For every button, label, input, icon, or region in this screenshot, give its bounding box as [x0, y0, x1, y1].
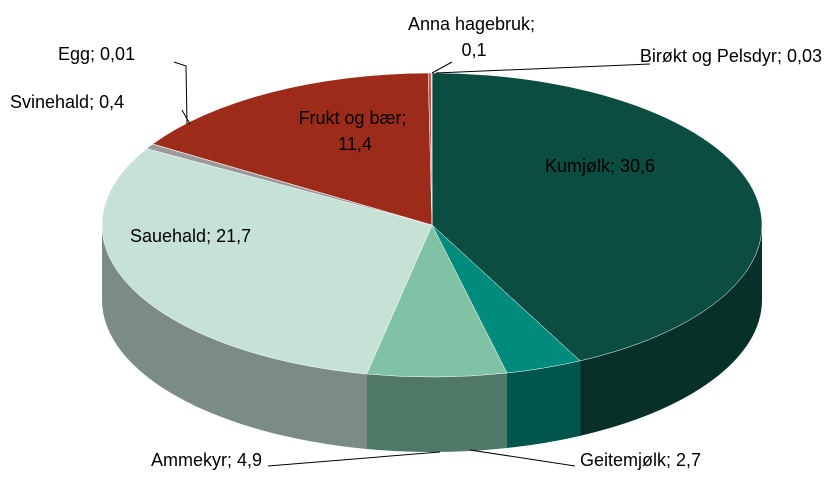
- label-separator: ;: [530, 14, 540, 34]
- label-value: 30,6: [620, 156, 655, 176]
- leader-line: [469, 449, 576, 467]
- label-category: Anna hagebruk: [408, 14, 531, 34]
- slice: [101, 148, 433, 375]
- label-category: Ammekyr: [151, 450, 227, 470]
- label-value: 0,03: [787, 46, 822, 66]
- slice: [430, 72, 433, 226]
- data-label: Birøkt og Pelsdyr; 0,03: [640, 46, 822, 66]
- label-category: Egg: [58, 44, 90, 64]
- label-separator: ;: [90, 44, 100, 64]
- label-category: Sauehald: [130, 226, 206, 246]
- label-separator: ;: [227, 450, 237, 470]
- label-separator: ;: [610, 156, 620, 176]
- slice: [152, 72, 433, 226]
- slice-side: [102, 225, 367, 449]
- leader-line: [435, 63, 651, 74]
- slice: [431, 72, 763, 362]
- label-category: Birøkt og Pelsdyr: [640, 46, 777, 66]
- slice-side: [506, 360, 581, 449]
- label-value: 0,1: [461, 40, 486, 60]
- slice-side: [366, 373, 507, 452]
- label-value: 4,9: [237, 450, 262, 470]
- label-category: Svinehald: [10, 92, 89, 112]
- data-label: Ammekyr; 4,9: [151, 450, 262, 470]
- label-category: Frukt og bær: [298, 108, 401, 128]
- data-label: Egg; 0,01: [58, 44, 135, 64]
- data-label: Svinehald; 0,4: [10, 92, 124, 112]
- label-separator: ;: [777, 46, 787, 66]
- label-separator: ;: [666, 450, 676, 470]
- label-separator: ;: [206, 226, 216, 246]
- slice-side: [580, 225, 762, 436]
- label-value: 2,7: [676, 450, 701, 470]
- label-value: 11,4: [338, 134, 372, 154]
- label-separator: ;: [89, 92, 99, 112]
- leader-line: [173, 61, 188, 125]
- data-label: Frukt og bær; 11,4: [298, 108, 411, 154]
- label-category: Kumjølk: [545, 156, 611, 176]
- label-category: Geitemjølk: [580, 450, 667, 470]
- leader-line: [431, 61, 453, 74]
- label-separator: ;: [402, 108, 412, 128]
- data-label: Sauehald; 21,7: [130, 226, 251, 246]
- data-label: Geitemjølk; 2,7: [580, 450, 701, 470]
- label-value: 0,4: [99, 92, 124, 112]
- label-value: 0,01: [100, 44, 135, 64]
- slice: [366, 224, 508, 378]
- label-value: 21,7: [216, 226, 251, 246]
- data-label: Kumjølk; 30,6: [545, 156, 655, 176]
- leader-line: [181, 109, 191, 125]
- leader-line: [267, 451, 441, 467]
- data-label: Anna hagebruk; 0,1: [408, 14, 540, 60]
